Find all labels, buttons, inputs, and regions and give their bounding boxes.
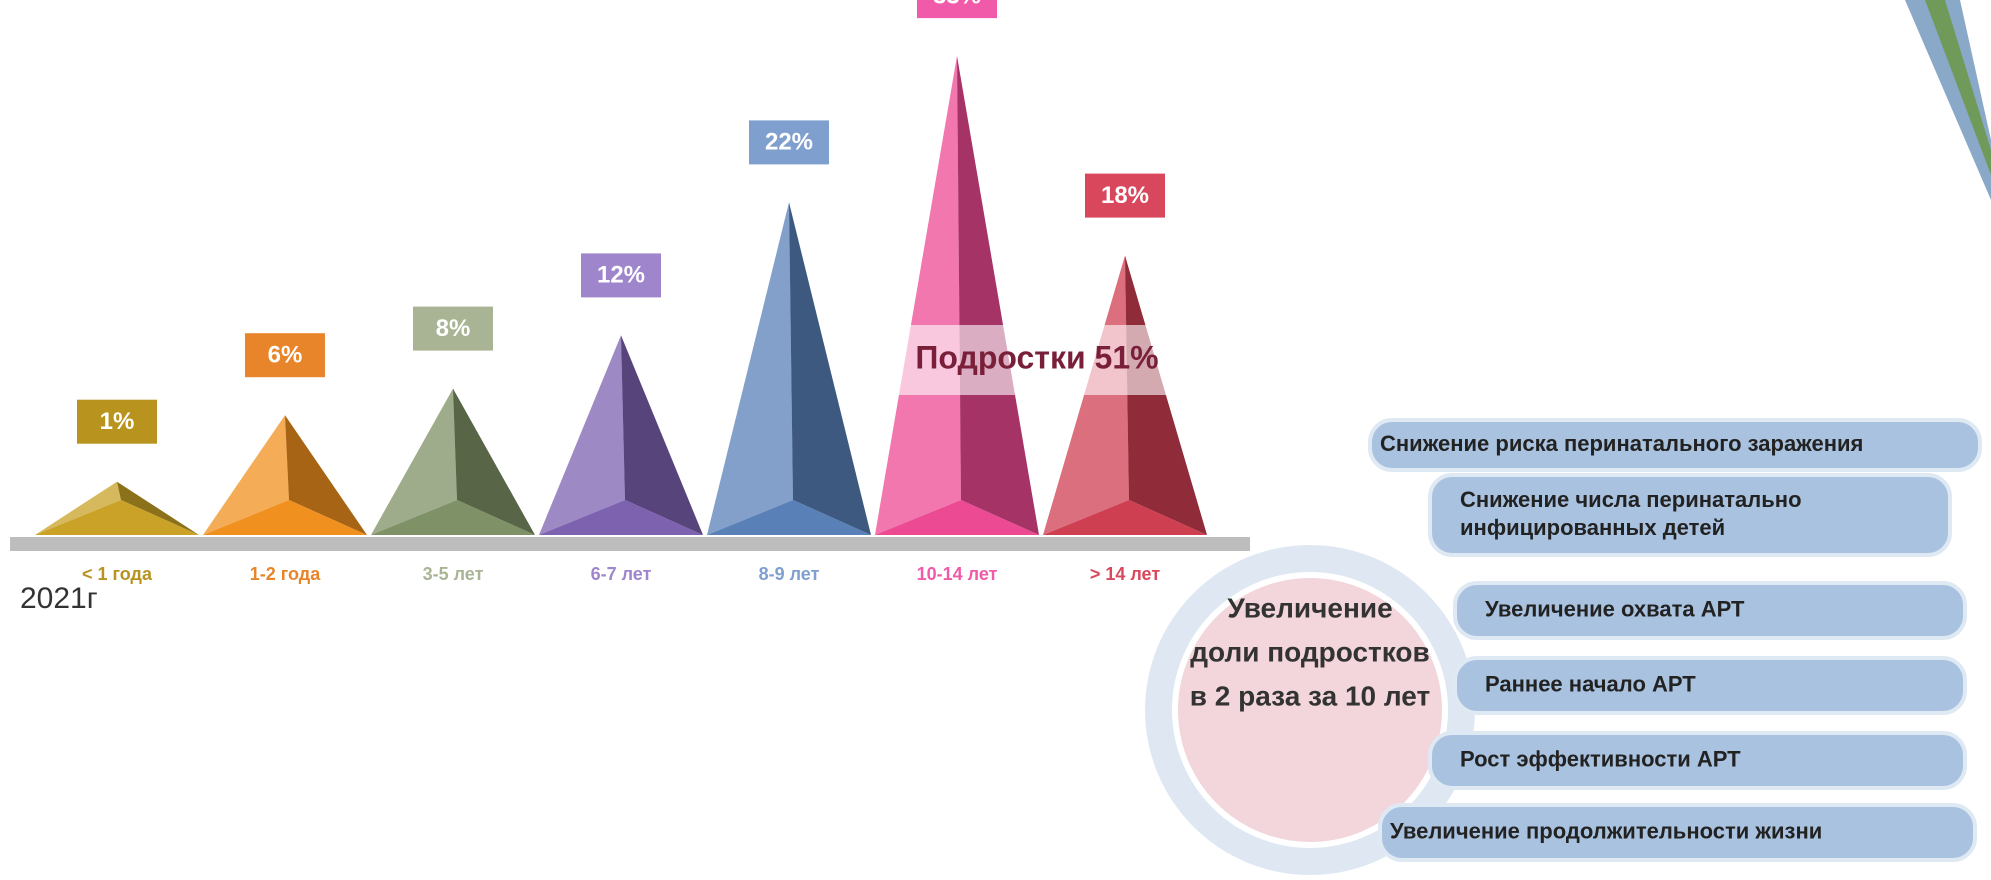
- pyramid-face: [875, 56, 961, 535]
- pyramid-face: [621, 335, 703, 535]
- pyramid-face: [203, 415, 289, 535]
- pyramid: [707, 202, 871, 535]
- pyramid-face: [453, 388, 535, 535]
- value-label-box: [413, 306, 493, 351]
- pyramid-face: [285, 415, 367, 535]
- value-label-box: [245, 333, 325, 378]
- benefit-box: [1428, 473, 1952, 557]
- pyramid-face: [621, 335, 703, 535]
- value-label: 12%: [597, 262, 645, 289]
- value-label: 1%: [100, 408, 135, 435]
- pyramid-face: [117, 481, 199, 535]
- baseline-bar: [10, 537, 1250, 551]
- pyramid-face: [1125, 255, 1207, 535]
- benefit-box: [1368, 418, 1982, 472]
- pyramid-face: [35, 500, 199, 535]
- pyramid-face: [789, 202, 871, 535]
- pyramid-face: [203, 415, 289, 535]
- pyramid: [539, 335, 703, 535]
- value-label-box: [1085, 173, 1165, 218]
- circle-text: в 2 раза за 10 лет: [1190, 680, 1430, 711]
- benefit-box: [1453, 656, 1967, 715]
- pyramid: [1043, 255, 1207, 535]
- value-label: 33%: [933, 0, 981, 9]
- pyramid: [875, 56, 1039, 535]
- category-label: > 14 лет: [1090, 564, 1161, 584]
- category-label: 3-5 лет: [423, 564, 484, 584]
- value-label-box: [77, 399, 157, 444]
- value-label: 22%: [765, 129, 813, 156]
- pyramid-face: [539, 335, 625, 535]
- pyramid-face: [371, 388, 457, 535]
- pyramid-face: [1043, 255, 1129, 535]
- pyramid-face: [117, 481, 199, 535]
- value-label: 8%: [436, 315, 471, 342]
- pyramid-face: [371, 388, 457, 535]
- pyramid-face: [371, 500, 535, 535]
- benefit-text: Увеличение охвата АРТ: [1485, 596, 1745, 621]
- pyramid-face: [1043, 500, 1207, 535]
- benefit-box: [1378, 803, 1977, 862]
- annotation: Подростки 51%: [915, 339, 1158, 375]
- pyramid-face: [453, 388, 535, 535]
- circle-core: [1172, 572, 1448, 848]
- pyramid-face: [539, 500, 703, 535]
- pyramid-face: [875, 500, 1039, 535]
- decor-stripe: [1905, 0, 1991, 200]
- category-label: < 1 года: [82, 564, 153, 584]
- pyramid-face: [35, 481, 121, 535]
- pyramid-face: [707, 500, 871, 535]
- benefit-text: Увеличение продолжительности жизни: [1390, 818, 1822, 843]
- pyramid-face: [789, 202, 871, 535]
- value-label-box: [749, 120, 829, 165]
- pyramid: [371, 388, 535, 535]
- decor-stripe: [1925, 0, 1991, 175]
- circle-text: доли подростков: [1190, 636, 1429, 667]
- category-label: 6-7 лет: [591, 564, 652, 584]
- pyramid-face: [707, 202, 793, 535]
- pyramid-face: [35, 481, 121, 535]
- benefit-text: Рост эффективности АРТ: [1460, 746, 1741, 771]
- benefit-box: [1428, 731, 1967, 790]
- pyramid-face: [707, 202, 793, 535]
- category-label: 10-14 лет: [917, 564, 998, 584]
- value-label-box: [917, 0, 997, 19]
- category-label: 8-9 лет: [759, 564, 820, 584]
- category-label: 1-2 года: [250, 564, 321, 584]
- annotation-box: [885, 325, 1190, 395]
- pyramid: [203, 415, 367, 535]
- benefit-text: Снижение риска перинатального заражения: [1380, 431, 1863, 456]
- pyramid-face: [957, 56, 1039, 535]
- pyramid-face: [203, 500, 367, 535]
- circle-text: Увеличение: [1227, 592, 1392, 623]
- value-label: 6%: [268, 342, 303, 369]
- pyramid-face: [875, 56, 961, 535]
- pyramid: [35, 481, 199, 535]
- pyramid-face: [957, 56, 1039, 535]
- value-label: 18%: [1101, 182, 1149, 209]
- pyramid-face: [285, 415, 367, 535]
- benefit-text: Раннее начало АРТ: [1485, 671, 1696, 696]
- year-label: 2021г: [20, 582, 98, 615]
- benefit-text: Снижение числа перинатально: [1460, 487, 1802, 512]
- benefit-box: [1453, 581, 1967, 640]
- value-label-box: [581, 253, 661, 298]
- benefit-text: инфицированных детей: [1460, 515, 1725, 540]
- pyramid-face: [539, 335, 625, 535]
